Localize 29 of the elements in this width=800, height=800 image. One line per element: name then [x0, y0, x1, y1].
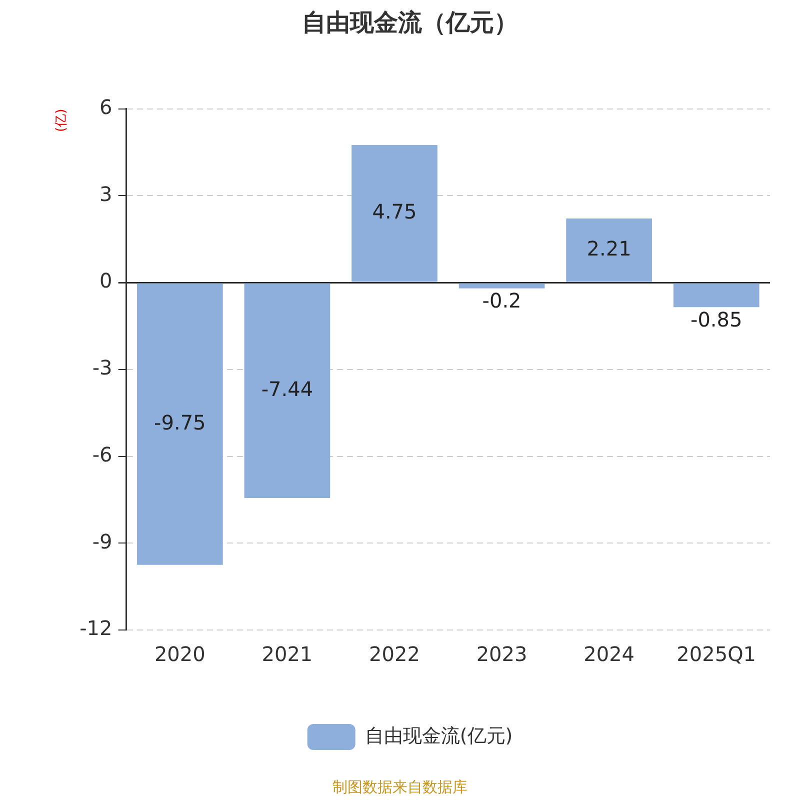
data-label: 4.75: [372, 200, 417, 224]
x-tick-label: 2020: [154, 642, 206, 666]
bar: [566, 218, 652, 282]
y-tick-label: 6: [100, 95, 112, 120]
y-tick-label: -12: [80, 616, 112, 640]
y-tick-label: 3: [100, 182, 112, 206]
bar: [673, 283, 760, 308]
x-tick-label: 2024: [584, 642, 635, 666]
x-tick-label: 2022: [369, 642, 420, 666]
bar: [458, 283, 545, 288]
data-label: -0.2: [482, 288, 522, 313]
text: 制图数据来自数据库: [332, 778, 468, 796]
x-tick-label: 2021: [262, 642, 313, 666]
bar: [352, 144, 438, 282]
data-label: -9.75: [154, 410, 206, 434]
data-label: 2.21: [586, 236, 632, 260]
legend-label: 自由现金流(亿元): [364, 724, 513, 747]
bar: [244, 283, 330, 498]
y-tick-label: -6: [92, 442, 112, 466]
chart-title: 自由现金流（亿元）: [302, 8, 518, 37]
x-tick-label: 2025Q1: [676, 642, 756, 666]
data-label: -0.85: [690, 307, 742, 332]
data-label: -7.44: [261, 376, 314, 401]
y-axis-title: (亿): [54, 108, 70, 132]
y-tick-label: -9: [92, 529, 112, 554]
bar: [136, 283, 223, 565]
y-tick-label: -3: [92, 356, 112, 380]
y-tick-label: 0: [100, 268, 112, 293]
x-tick-label: 2023: [476, 642, 528, 666]
